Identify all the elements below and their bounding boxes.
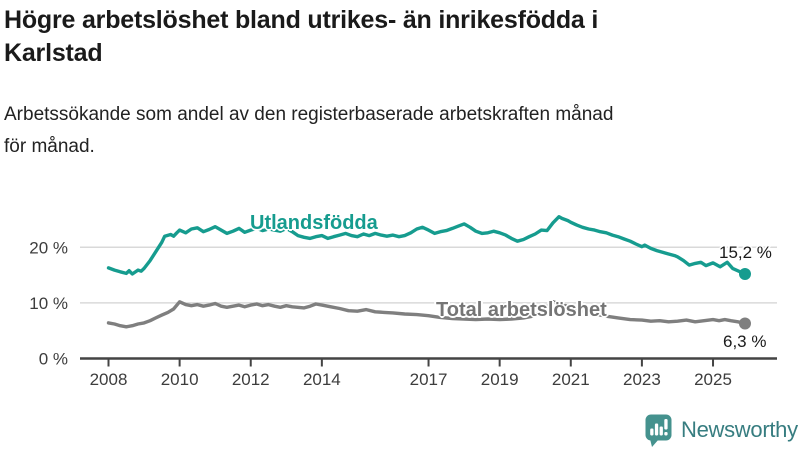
x-tick-label: 2010: [161, 370, 199, 389]
end-value-total-arbetsloshet: 6,3 %: [723, 332, 767, 351]
subtitle-line-1: Arbetssökande som andel av den registerb…: [4, 104, 614, 125]
y-tick-label: 0 %: [39, 350, 68, 369]
series-line-total-arbetsl-shet: [106, 300, 747, 329]
x-tick-label: 2021: [552, 370, 590, 389]
x-tick-label: 2012: [232, 370, 270, 389]
y-tick-label: 20 %: [29, 238, 68, 257]
x-tick-label: 2014: [303, 370, 341, 389]
series-label-utlandsfodda: Utlandsfödda: [250, 212, 378, 234]
newsworthy-icon: [645, 414, 672, 447]
series-line-utlandsf-dda: [106, 214, 747, 276]
title-line-2: Karlstad: [4, 39, 103, 67]
x-tick-label: 2023: [623, 370, 661, 389]
series-label-total-arbetsloshet: Total arbetslöshet: [436, 299, 607, 321]
chart-subtitle: Arbetssökande som andel av den registerb…: [4, 99, 794, 163]
x-tick-label: 2008: [90, 370, 128, 389]
end-dot-utlandsf-dda: [739, 268, 751, 280]
end-value-utlandsfodda: 15,2 %: [719, 243, 772, 262]
title-line-1: Högre arbetslöshet bland utrikes- än inr…: [4, 6, 599, 34]
end-dot-total-arbetsl-shet: [739, 317, 751, 330]
y-tick-label: 10 %: [29, 294, 68, 313]
x-tick-label: 2025: [694, 370, 732, 389]
x-tick-label: 2019: [481, 370, 519, 389]
page-title: Högre arbetslöshet bland utrikes- än inr…: [4, 4, 784, 70]
newsworthy-logo: Newsworthy: [645, 413, 798, 447]
subtitle-line-2: för månad.: [4, 136, 95, 157]
newsworthy-wordmark: Newsworthy: [681, 417, 798, 442]
x-tick-label: 2017: [410, 370, 448, 389]
